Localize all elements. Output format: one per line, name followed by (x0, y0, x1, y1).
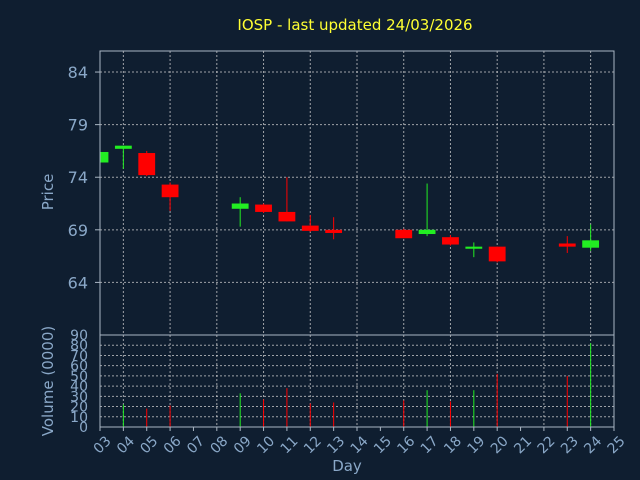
candle-body (100, 151, 109, 163)
volume-tick-label: 80 (70, 338, 88, 354)
candle-body (442, 237, 459, 245)
chart-title: IOSP - last updated 24/03/2026 (237, 16, 472, 34)
price-grid (100, 51, 614, 335)
candle-body (465, 246, 483, 249)
price-tick-label: 64 (68, 273, 88, 292)
price-axis-ticks: 64 69 74 79 84 (68, 63, 100, 292)
volume-tick-label: 10 (70, 410, 88, 426)
volume-bars (122, 343, 592, 427)
candle-body (114, 145, 132, 149)
volume-tick-label: 40 (70, 379, 88, 395)
candle-body (582, 240, 600, 248)
candle-body (395, 229, 413, 239)
volume-tick-label: 20 (70, 400, 88, 416)
candle-body (138, 153, 156, 176)
price-tick-label: 79 (68, 116, 88, 135)
candle-body (255, 204, 272, 212)
candle-body (161, 184, 179, 198)
candle-body (325, 229, 343, 233)
volume-tick-label: 50 (70, 369, 88, 385)
price-tick-label: 69 (68, 221, 88, 240)
candle-body (301, 225, 319, 231)
volume-tick-label: 0 (79, 420, 88, 436)
volume-grid (100, 335, 614, 427)
volume-axis-label: Volume (0000) (39, 326, 57, 436)
x-axis-label: Day (332, 457, 362, 475)
volume-tick-label: 30 (70, 389, 88, 405)
price-axis-label: Price (39, 174, 57, 211)
candle-body (418, 229, 436, 235)
candle-body (558, 243, 576, 247)
volume-tick-label: 90 (70, 328, 88, 344)
candle-body (488, 246, 506, 262)
price-tick-label: 84 (68, 63, 88, 82)
volume-tick-label: 70 (70, 348, 88, 364)
volume-tick-label: 60 (70, 359, 88, 375)
candle-body (278, 211, 296, 222)
candle-body (231, 203, 249, 209)
price-tick-label: 74 (68, 168, 88, 187)
candles (99, 145, 600, 263)
